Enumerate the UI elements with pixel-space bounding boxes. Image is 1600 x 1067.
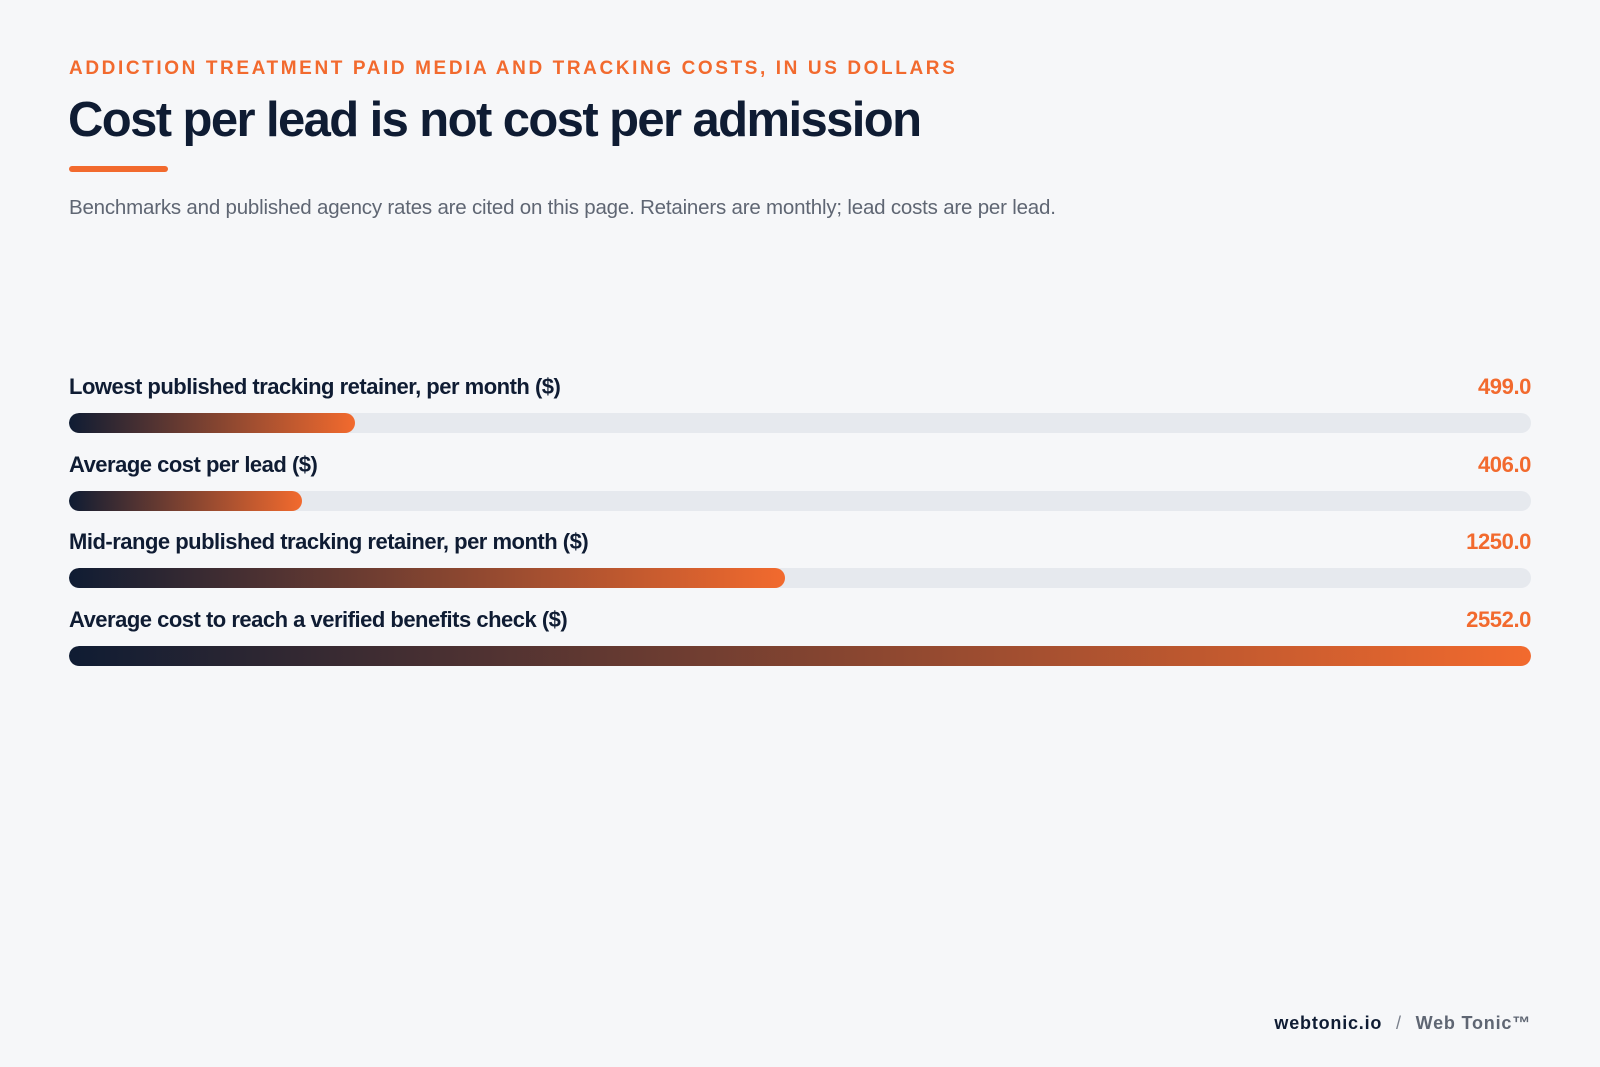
- footer-credit: webtonic.io / Web Tonic™: [1274, 1013, 1531, 1034]
- bar-fill: [69, 568, 786, 588]
- chart-title: Cost per lead is not cost per admission: [68, 93, 922, 147]
- bar-track: [69, 490, 1531, 511]
- bar-label: Average cost per lead ($): [69, 451, 318, 477]
- bar-label: Mid-range published tracking retainer, p…: [69, 529, 589, 554]
- footer-brand: Web Tonic™: [1415, 1013, 1531, 1033]
- footer-site: webtonic.io: [1274, 1013, 1383, 1033]
- title-accent-rule: [69, 166, 168, 172]
- bar-value-label: 1250.0: [1466, 529, 1531, 554]
- bar-row: Mid-range published tracking retainer, p…: [69, 529, 1531, 607]
- bar-track: [69, 413, 1531, 433]
- footer-separator: /: [1396, 1013, 1402, 1033]
- bar-value-label: 2552.0: [1466, 606, 1531, 632]
- bar-row: Average cost to reach a verified benefit…: [69, 607, 1531, 685]
- chart-eyebrow: ADDICTION TREATMENT PAID MEDIA AND TRACK…: [69, 58, 958, 79]
- bar-track: [69, 645, 1531, 666]
- bar-track: [69, 568, 1531, 588]
- bar-row: Average cost per lead ($) 406.0: [69, 452, 1531, 530]
- bar-chart: Lowest published tracking retainer, per …: [69, 374, 1531, 684]
- bar-fill: [69, 645, 1531, 666]
- bar-value-label: 406.0: [1477, 451, 1531, 477]
- bar-label: Lowest published tracking retainer, per …: [69, 374, 561, 399]
- chart-subtitle: Benchmarks and published agency rates ar…: [69, 196, 1056, 219]
- bar-row: Lowest published tracking retainer, per …: [69, 374, 1531, 452]
- bar-label: Average cost to reach a verified benefit…: [69, 606, 568, 632]
- bar-fill: [69, 490, 302, 511]
- bar-fill: [69, 413, 355, 433]
- bar-value-label: 499.0: [1477, 374, 1531, 399]
